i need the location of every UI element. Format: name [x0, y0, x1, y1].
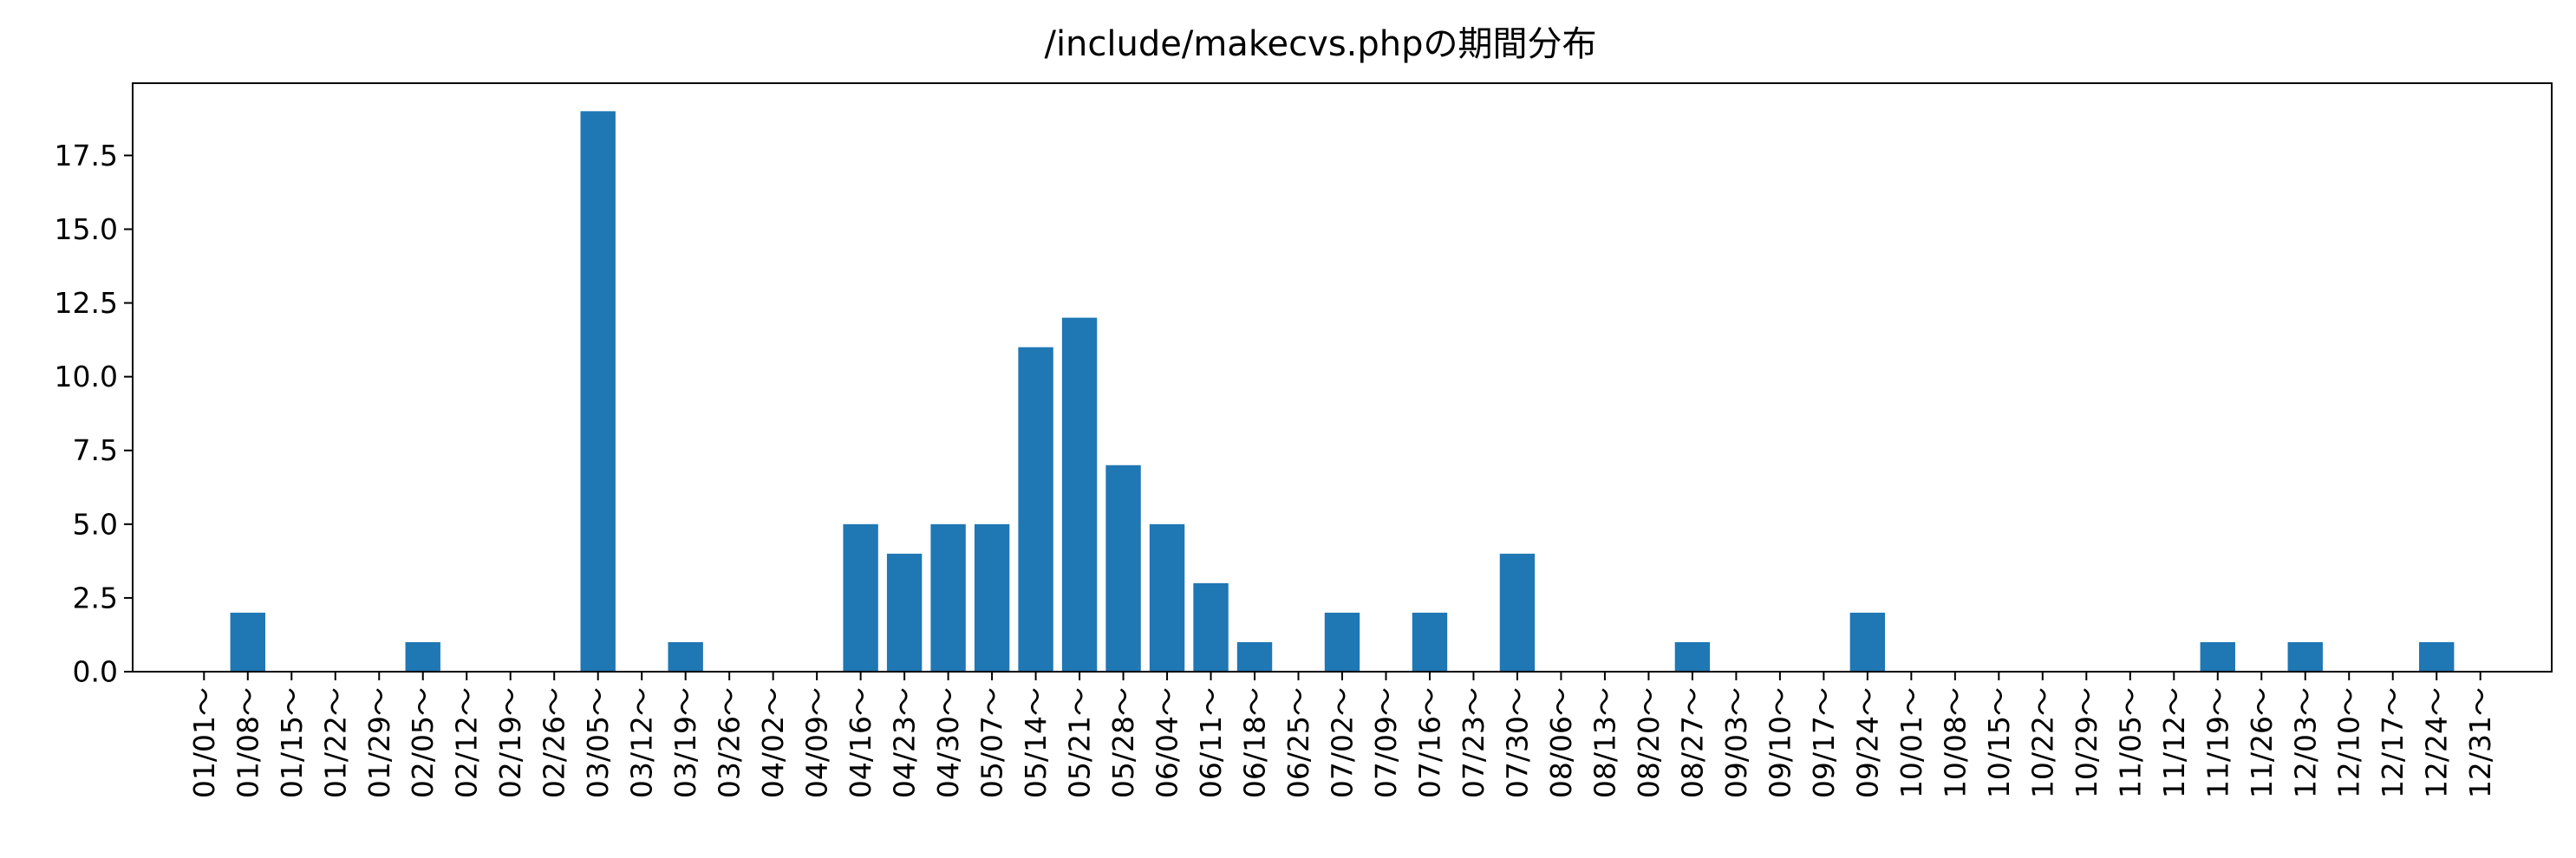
y-tick-label: 12.5 [55, 286, 118, 320]
x-tick-label: 07/16～ [1412, 687, 1446, 798]
bar [1061, 317, 1098, 672]
x-tick-label: 05/28～ [1106, 687, 1140, 798]
x-tick-label: 03/05～ [581, 687, 615, 798]
x-tick-label: 08/06～ [1544, 687, 1578, 798]
bar [1324, 612, 1360, 672]
chart-title: /include/makecvs.phpの期間分布 [1044, 24, 1596, 64]
x-tick-label: 12/03～ [2288, 687, 2322, 798]
y-tick-label: 5.0 [73, 507, 118, 541]
y-tick-label: 0.0 [73, 655, 118, 689]
bar [1149, 523, 1185, 672]
bar [668, 641, 703, 672]
x-tick-label: 12/31～ [2463, 687, 2497, 798]
x-tick-label: 09/17～ [1807, 687, 1841, 798]
x-tick-label: 10/08～ [1938, 687, 1972, 798]
x-tick-label: 04/16～ [844, 687, 877, 798]
bar [230, 612, 265, 672]
bar [2419, 641, 2455, 672]
x-tick-label: 10/29～ [2070, 687, 2103, 798]
x-tick-label: 09/03～ [1719, 687, 1753, 798]
bar [1193, 582, 1229, 672]
bar [1674, 641, 1711, 672]
x-tick-label: 01/01～ [187, 687, 221, 798]
bar [974, 523, 1010, 672]
x-tick-label: 10/22～ [2025, 687, 2059, 798]
x-tick-label: 08/20～ [1632, 687, 1666, 798]
bar [930, 523, 966, 672]
bar [405, 641, 440, 672]
x-tick-label: 05/07～ [975, 687, 1009, 798]
x-tick-label: 02/26～ [538, 687, 571, 798]
x-tick-label: 02/05～ [406, 687, 440, 798]
bar [1412, 612, 1448, 672]
bar [1849, 612, 1886, 672]
x-tick-label: 11/12～ [2157, 687, 2191, 798]
bars-group [230, 111, 2455, 672]
y-tick-label: 7.5 [73, 433, 118, 467]
x-tick-label: 03/19～ [668, 687, 702, 798]
plot-area-frame [132, 82, 2553, 673]
x-tick-label: 04/09～ [800, 687, 834, 798]
x-tick-label: 06/04～ [1151, 687, 1184, 798]
bar [2287, 641, 2323, 672]
x-tick-label: 03/26～ [713, 687, 747, 798]
x-tick-label: 06/11～ [1194, 687, 1228, 798]
bar [886, 553, 923, 672]
x-tick-label: 08/13～ [1588, 687, 1621, 798]
x-tick-label: 02/12～ [450, 687, 484, 798]
x-tick-label: 04/23～ [888, 687, 922, 798]
x-tick-label: 11/05～ [2113, 687, 2147, 798]
x-tick-label: 04/30～ [931, 687, 965, 798]
y-tick-label: 17.5 [55, 139, 118, 172]
x-tick-label: 12/17～ [2376, 687, 2410, 798]
bar [1105, 465, 1141, 672]
y-tick-label: 2.5 [73, 581, 118, 614]
x-tick-label: 12/10～ [2332, 687, 2366, 798]
x-tick-label: 05/14～ [1019, 687, 1053, 798]
bar [2200, 641, 2235, 672]
x-tick-label: 05/21～ [1063, 687, 1097, 798]
y-axis: 0.0 2.5 5.0 7.5 10.0 12.5 15.0 17.5 [55, 139, 133, 689]
x-tick-label: 10/01～ [1895, 687, 1928, 798]
x-tick-label: 07/09～ [1369, 687, 1403, 798]
x-tick-label: 08/27～ [1675, 687, 1709, 798]
x-tick-label: 07/23～ [1457, 687, 1490, 798]
x-tick-label: 06/18～ [1238, 687, 1272, 798]
bar [1236, 641, 1273, 672]
bar [843, 523, 878, 672]
x-tick-label: 07/30～ [1500, 687, 1534, 798]
x-tick-label: 03/12～ [625, 687, 659, 798]
x-tick-label: 06/25～ [1281, 687, 1315, 798]
x-tick-label: 09/10～ [1763, 687, 1797, 798]
bar [1018, 347, 1053, 672]
x-tick-label: 01/08～ [231, 687, 264, 798]
x-tick-label: 02/19～ [493, 687, 527, 798]
x-tick-label: 10/15～ [1982, 687, 2016, 798]
bar [1499, 553, 1536, 672]
x-tick-label: 01/15～ [275, 687, 309, 798]
y-tick-label: 10.0 [55, 360, 118, 393]
x-tick-label: 07/02～ [1326, 687, 1360, 798]
x-tick-label: 11/26～ [2245, 687, 2279, 798]
x-tick-label: 01/22～ [318, 687, 352, 798]
y-tick-label: 15.0 [55, 212, 118, 246]
x-tick-label: 01/29～ [362, 687, 396, 798]
bar [580, 111, 616, 672]
x-tick-label: 09/24～ [1850, 687, 1884, 798]
x-tick-label: 04/02～ [756, 687, 790, 798]
x-axis: 01/01～ 01/08～ 01/15～ 01/22～ 01/29～ 02/05～ 02/1… [187, 672, 2497, 798]
x-tick-label: 11/19～ [2201, 687, 2234, 798]
x-tick-label: 12/24～ [2420, 687, 2454, 798]
